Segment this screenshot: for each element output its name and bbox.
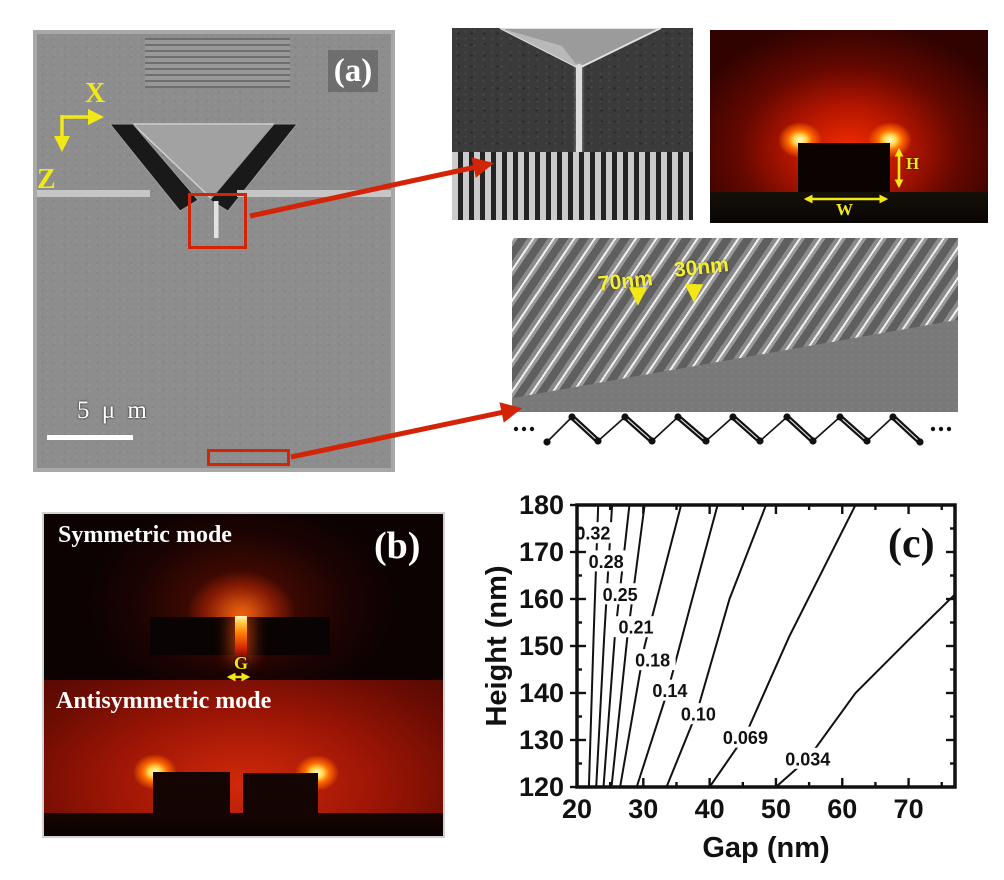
waveguide-cross-section bbox=[798, 143, 890, 192]
height-dimension-label: H bbox=[906, 154, 920, 173]
panel-c-contour-chart: 0.32 0.28 0.25 0.21 0.18 0.14 0.10 0.069 0.034 20… bbox=[480, 488, 1004, 875]
y-tick-label: 120 bbox=[519, 772, 564, 802]
contour-label-0.14: 0.14 bbox=[652, 681, 687, 701]
gap-dimension-label: G bbox=[234, 653, 249, 673]
width-dimension-label: W bbox=[836, 200, 853, 219]
contour-line-0.32 bbox=[587, 504, 600, 788]
contour-line-0.14 bbox=[635, 504, 719, 788]
y-tick-label: 170 bbox=[519, 537, 564, 567]
trench-ledge-left bbox=[37, 190, 150, 197]
scale-bar bbox=[47, 435, 133, 440]
antisym-floor bbox=[44, 813, 443, 836]
antisymmetric-mode-title: Antisymmetric mode bbox=[56, 688, 272, 714]
panel-a-letter: (a) bbox=[328, 50, 378, 92]
y-axis-title: Height (nm) bbox=[481, 565, 513, 726]
y-tick-label: 180 bbox=[519, 490, 564, 520]
sym-left-block bbox=[150, 617, 235, 655]
x-axis-title: Gap (nm) bbox=[702, 832, 829, 864]
highlight-box-grating bbox=[207, 449, 290, 466]
zigzag-chain-diagram bbox=[513, 413, 952, 446]
contour-label-0.069: 0.069 bbox=[723, 728, 768, 748]
scale-bar-label: 5 μ m bbox=[77, 397, 150, 424]
contour-line-0.28 bbox=[595, 504, 614, 788]
contour-line-0.18 bbox=[619, 504, 683, 788]
x-tick-label: 30 bbox=[628, 794, 658, 824]
contour-label-0.25: 0.25 bbox=[603, 585, 638, 605]
contour-label-0.034: 0.034 bbox=[785, 749, 830, 769]
contour-line-0.069 bbox=[708, 504, 857, 788]
x-axis-label: X bbox=[85, 78, 106, 109]
trench-ledge-right bbox=[237, 190, 391, 197]
v-tip-wedge-graphic bbox=[499, 28, 662, 70]
z-axis-label: Z bbox=[37, 164, 56, 195]
tip-nanowire bbox=[576, 64, 582, 156]
chain-atoms bbox=[543, 413, 924, 446]
antisym-left-block bbox=[153, 772, 230, 813]
pitch-30nm-label: 30nm bbox=[672, 253, 730, 282]
left-diagonal-channel bbox=[108, 123, 199, 212]
contour-label-0.21: 0.21 bbox=[618, 618, 653, 638]
sem-horizontal-grating-patch bbox=[145, 38, 290, 88]
contour-plot: 0.32 0.28 0.25 0.21 0.18 0.14 0.10 0.069 0.034 20… bbox=[481, 490, 957, 864]
tip-grating-bars bbox=[452, 152, 693, 220]
pitch-70nm-label: 70nm bbox=[596, 267, 654, 296]
x-tick-label: 70 bbox=[894, 794, 924, 824]
highlight-box-tip bbox=[188, 193, 247, 249]
panel-b-letter: (b) bbox=[374, 525, 421, 567]
glowing-gap bbox=[235, 616, 247, 655]
sym-right-block bbox=[247, 617, 330, 655]
contour-label-0.10: 0.10 bbox=[681, 705, 716, 725]
symmetric-mode-map: Symmetric mode (b) G bbox=[44, 514, 443, 680]
nanowire-tip bbox=[214, 201, 219, 238]
contour-label-0.18: 0.18 bbox=[635, 651, 670, 671]
y-tick-label: 130 bbox=[519, 725, 564, 755]
inset-grating-sem-image: 70nm 30nm bbox=[512, 238, 958, 412]
panel-c-letter: (c) bbox=[888, 521, 935, 567]
x-tick-label: 50 bbox=[761, 794, 791, 824]
panel-a-sem-image: X Z 5 μ m (a) bbox=[33, 30, 395, 472]
contour-label-0.28: 0.28 bbox=[589, 552, 624, 572]
x-tick-label: 40 bbox=[695, 794, 725, 824]
y-tick-label: 150 bbox=[519, 631, 564, 661]
antisymmetric-mode-map: Antisymmetric mode bbox=[44, 680, 443, 836]
unpatterned-region bbox=[512, 319, 958, 412]
contour-label-0.32: 0.32 bbox=[575, 524, 610, 544]
x-tick-label: 60 bbox=[827, 794, 857, 824]
symmetric-mode-title: Symmetric mode bbox=[58, 522, 232, 548]
contour-line-0.10 bbox=[665, 504, 767, 788]
x-tick-label: 20 bbox=[562, 794, 592, 824]
panel-b-mode-maps: Symmetric mode (b) G Antisymmetric mode bbox=[42, 512, 445, 838]
inset-tip-sem-image bbox=[452, 28, 693, 220]
y-tick-label: 140 bbox=[519, 678, 564, 708]
y-tick-label: 160 bbox=[519, 584, 564, 614]
antisym-right-block bbox=[243, 773, 318, 813]
inset-mode-profile-image: H W bbox=[710, 30, 988, 223]
